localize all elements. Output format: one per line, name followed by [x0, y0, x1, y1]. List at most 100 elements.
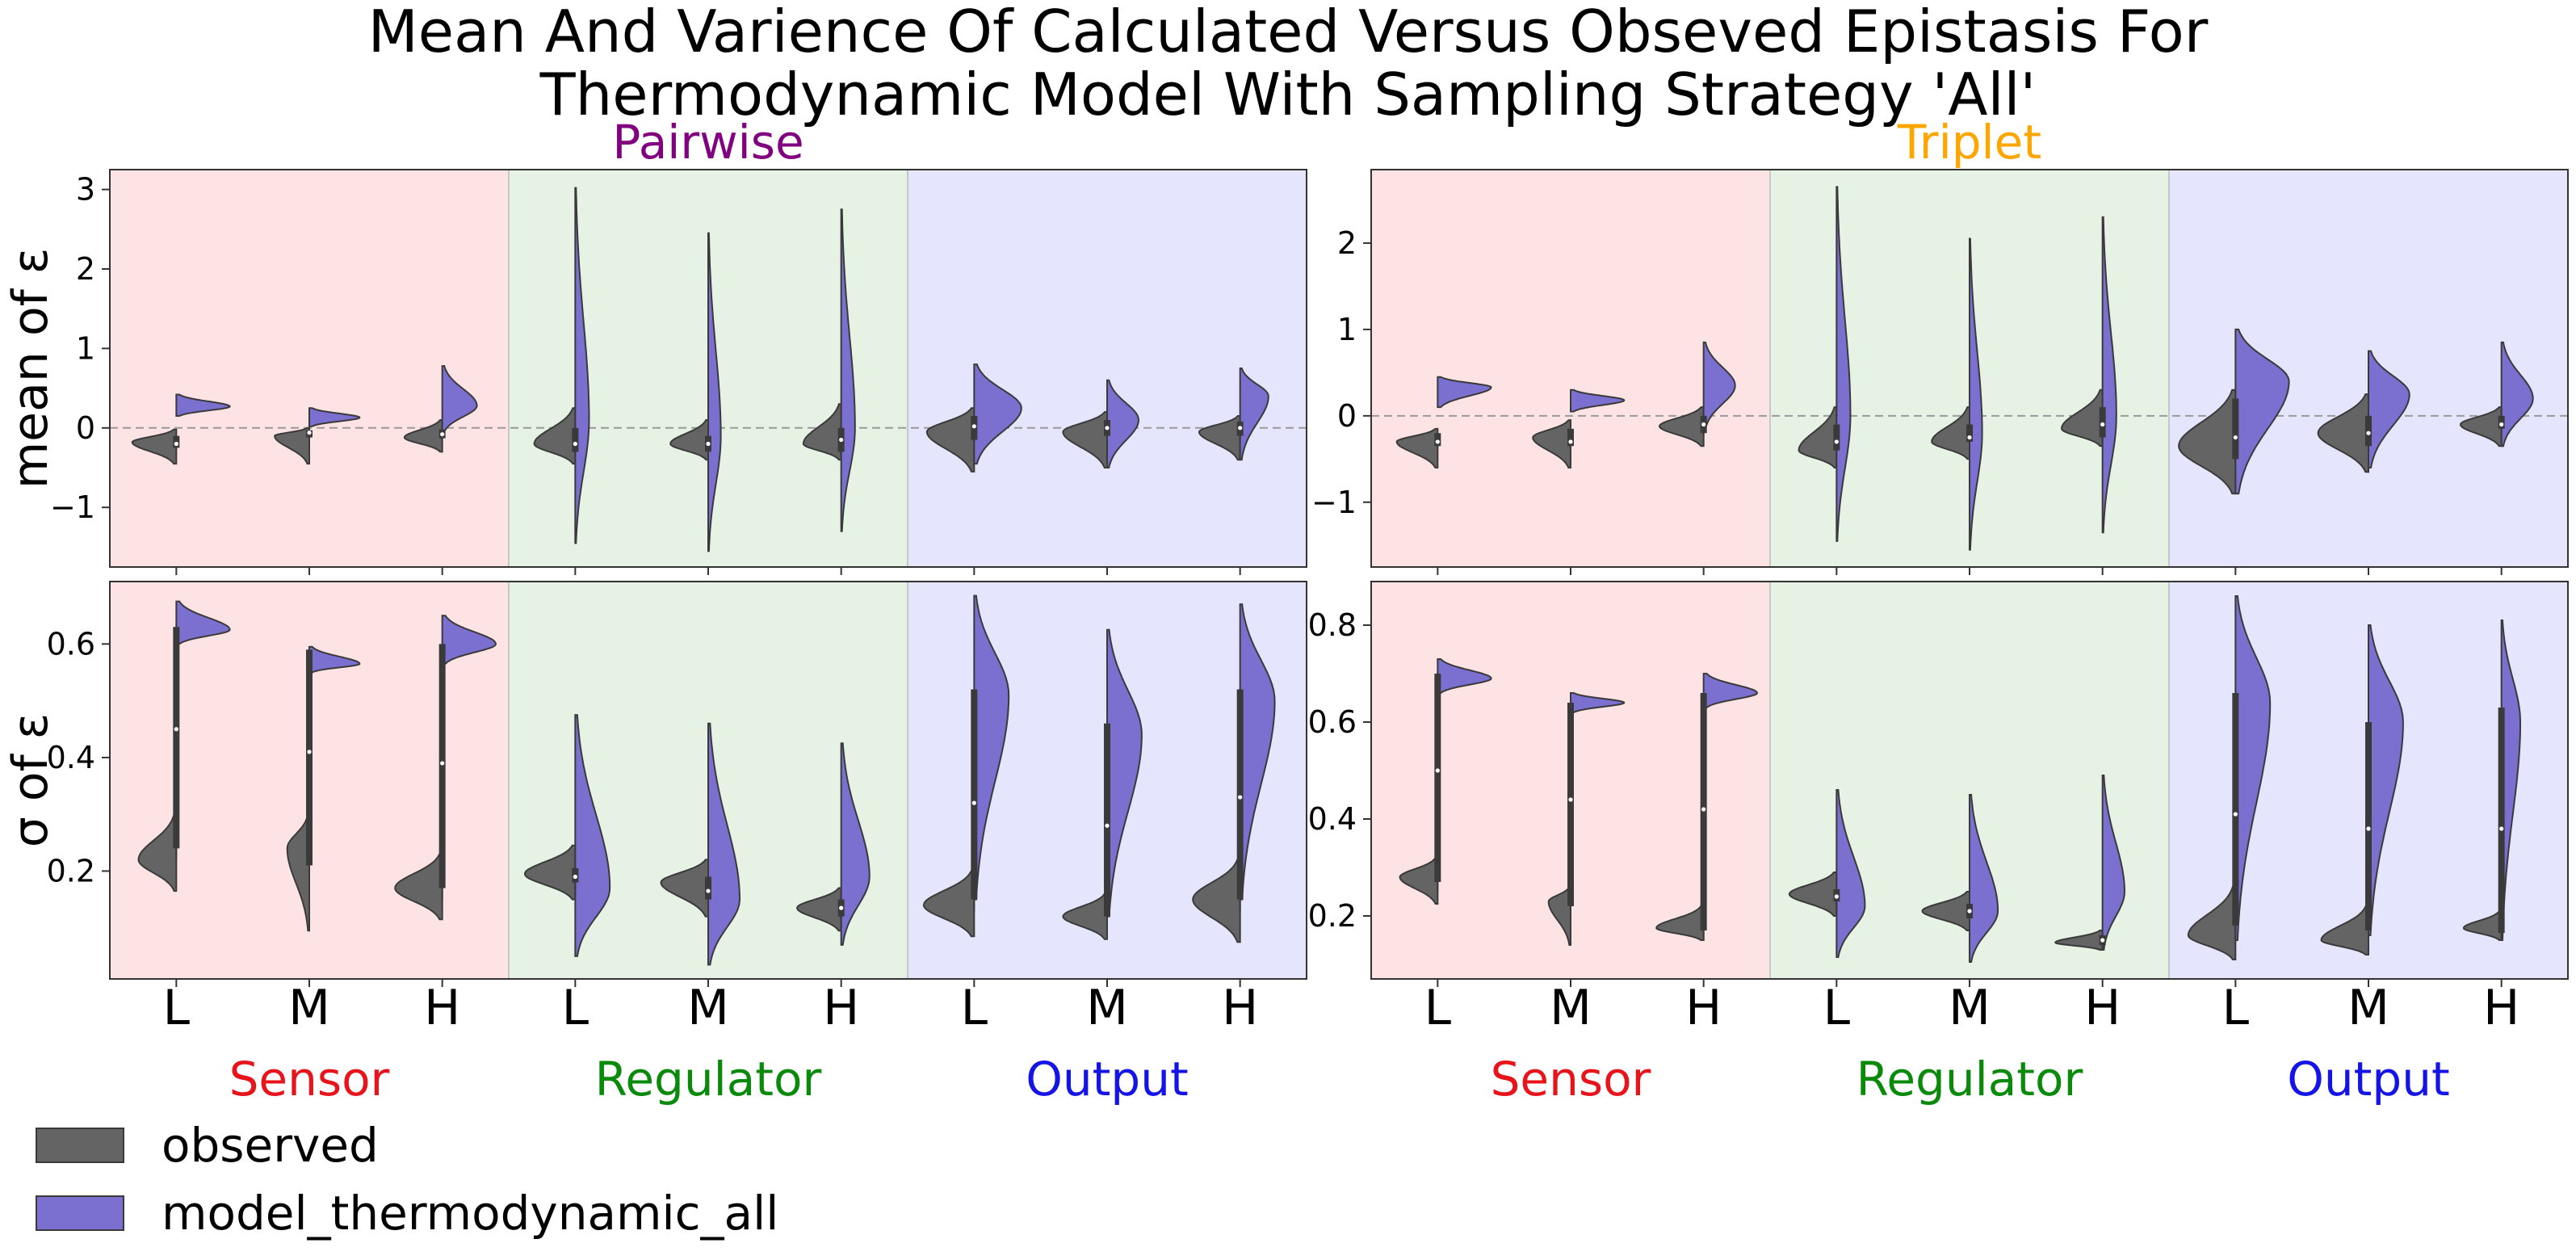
panel-bg-sensor: [110, 170, 509, 567]
panel-0: −1 0 1 2 3: [50, 170, 1307, 575]
violin-median: [2234, 435, 2238, 439]
y-tick-label: 0: [1337, 398, 1357, 434]
violin-median: [2100, 422, 2104, 426]
violin-median: [1835, 894, 1839, 898]
violin-iqr-box: [2232, 693, 2238, 926]
y-tick-label: 0.4: [47, 740, 95, 775]
violin-median: [174, 727, 178, 731]
violin-median: [307, 750, 311, 754]
violin-iqr-box: [2498, 416, 2505, 429]
violin-iqr-box: [1434, 433, 1441, 446]
violin-median: [972, 424, 976, 428]
y-tick-label: 3: [76, 172, 95, 208]
violin-median: [839, 906, 843, 910]
panel-3: 0.2 0.4 0.6 0.8 L M H L M H L M H Sensor Regulator Outp…: [1308, 582, 2568, 1107]
legend-swatch-model: [36, 1195, 124, 1231]
violin-median: [440, 761, 444, 765]
x-tick-label: H: [1222, 980, 1258, 1036]
violin-iqr-box: [439, 644, 446, 888]
violin-median: [2234, 812, 2238, 816]
panel-bg-output: [908, 170, 1307, 567]
violin-median: [1568, 439, 1572, 443]
violin-median: [440, 432, 444, 436]
violin-iqr-box: [2365, 722, 2372, 930]
group-label-output: Output: [2287, 1052, 2449, 1107]
x-tick-label: L: [2222, 980, 2250, 1036]
x-tick-label: L: [562, 980, 589, 1036]
violin-median: [573, 875, 577, 879]
violin-median: [706, 442, 710, 446]
legend-item-model: model_thermodynamic_all: [36, 1179, 778, 1247]
x-tick-label: M: [1550, 980, 1592, 1036]
y-tick-label: 0: [76, 410, 95, 446]
violin-median: [706, 888, 710, 892]
column-title-pairwise: Pairwise: [612, 115, 803, 170]
violin-iqr-box: [2365, 416, 2372, 446]
violin-median: [1967, 909, 1971, 913]
violin-median: [1967, 435, 1971, 439]
violin-median: [1238, 426, 1242, 430]
legend-swatch-observed: [36, 1128, 124, 1163]
violin-median: [1105, 824, 1109, 828]
group-label-regulator: Regulator: [595, 1052, 822, 1107]
y-tick-label: 2: [1337, 225, 1357, 261]
violin-iqr-box: [1237, 690, 1244, 900]
y-tick-label: 1: [76, 330, 95, 366]
violin-iqr-box: [173, 627, 179, 848]
violin-median: [2499, 826, 2503, 830]
x-tick-label: H: [1685, 980, 1722, 1036]
violin-iqr-box: [1833, 425, 1840, 451]
y-axis-label-row-1: σ of ε: [2, 713, 59, 847]
y-tick-label: 1: [1337, 312, 1357, 347]
x-tick-label: H: [2084, 980, 2121, 1036]
violin-median: [2100, 938, 2104, 942]
violin-median: [1701, 422, 1705, 426]
x-tick-label: M: [1949, 980, 1991, 1036]
violin-iqr-box: [572, 428, 578, 452]
violin-median: [1835, 439, 1839, 443]
y-tick-label: −1: [50, 489, 95, 525]
x-tick-label: M: [2347, 980, 2389, 1036]
group-label-sensor: Sensor: [1491, 1052, 1651, 1107]
x-tick-label: H: [424, 980, 460, 1036]
panel-1: −1 0 1 2: [1311, 170, 2568, 575]
violin-iqr-box: [971, 690, 977, 900]
panel-2: 0.20.40.6L M H L M H L M HSensor Regulator Output: [47, 582, 1307, 1107]
legend-label-model: model_thermodynamic_all: [162, 1186, 778, 1241]
violin-iqr-box: [705, 876, 711, 899]
x-tick-label: M: [288, 980, 330, 1036]
violin-median: [2499, 422, 2503, 426]
violin-median: [2366, 826, 2370, 830]
violin-iqr-box: [2232, 398, 2238, 459]
violin-iqr-box: [306, 649, 313, 865]
x-tick-label: M: [1086, 980, 1128, 1036]
violin-median: [1105, 426, 1109, 430]
violin-median: [972, 801, 976, 805]
y-tick-label: −1: [1311, 485, 1357, 520]
violin-median: [174, 442, 178, 446]
group-label-regulator: Regulator: [1856, 1052, 2083, 1107]
violin-median: [573, 442, 577, 446]
y-tick-label: 0.6: [1308, 704, 1357, 740]
violin-median: [1568, 797, 1572, 801]
y-axis-label-row-0: mean of ε: [2, 248, 59, 489]
group-label-output: Output: [1026, 1052, 1188, 1107]
violin-median: [1701, 807, 1705, 811]
group-label-sensor: Sensor: [229, 1052, 390, 1107]
violin-iqr-box: [1701, 693, 1707, 930]
y-tick-label: 0.2: [47, 853, 95, 888]
legend-item-observed: observed: [36, 1111, 778, 1179]
violin-median: [2366, 431, 2370, 435]
y-tick-label: 2: [76, 251, 95, 287]
violin-median: [1436, 768, 1440, 772]
y-tick-label: 0.8: [1308, 607, 1357, 643]
y-tick-label: 0.4: [1308, 801, 1357, 837]
x-tick-label: L: [163, 980, 191, 1036]
x-tick-label: L: [961, 980, 988, 1036]
x-tick-label: L: [1823, 980, 1851, 1036]
column-title-triplet: Triplet: [1897, 115, 2041, 170]
violin-iqr-box: [2100, 407, 2106, 437]
violin-iqr-box: [1434, 674, 1441, 882]
violin-median: [1238, 795, 1242, 799]
violin-median: [839, 438, 843, 442]
